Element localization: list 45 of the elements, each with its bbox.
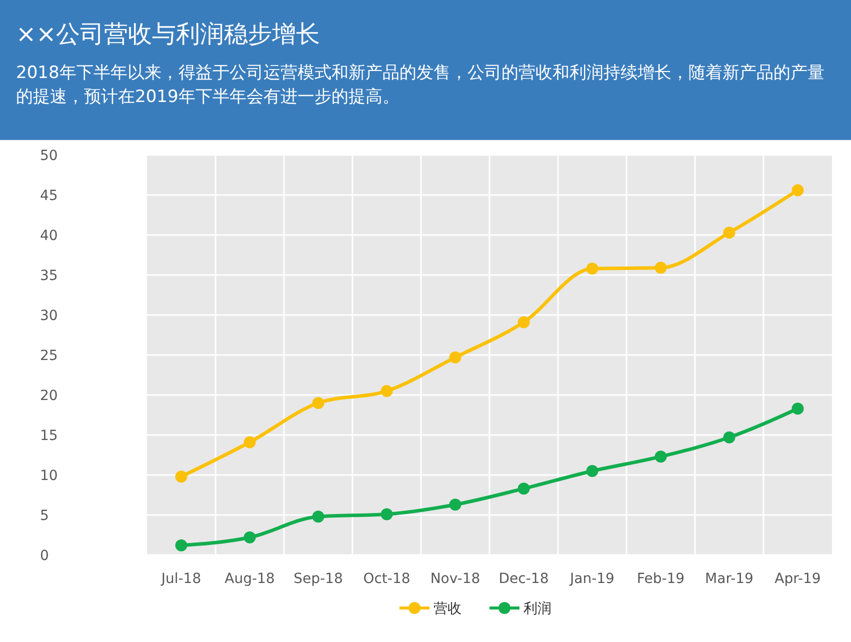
point bbox=[654, 262, 667, 274]
point bbox=[380, 508, 393, 520]
y-tick-label: 40 bbox=[40, 228, 58, 244]
point bbox=[244, 436, 256, 448]
x-tick-label: Jan-19 bbox=[569, 571, 614, 587]
y-tick-label: 25 bbox=[40, 348, 58, 364]
y-tick-label: 30 bbox=[40, 308, 58, 324]
point bbox=[586, 465, 598, 477]
x-tick-label: Dec-18 bbox=[498, 571, 549, 587]
point bbox=[312, 510, 324, 523]
point bbox=[518, 316, 530, 328]
chart-title: ××公司营收与利润稳步增长 bbox=[16, 20, 320, 48]
point bbox=[244, 531, 256, 544]
x-tick-label: Mar-19 bbox=[705, 571, 754, 587]
point bbox=[312, 397, 324, 409]
point bbox=[449, 351, 462, 364]
x-tick-label: Sep-18 bbox=[294, 571, 343, 587]
y-tick-label: 45 bbox=[40, 188, 58, 204]
x-tick-label: Feb-19 bbox=[636, 571, 685, 587]
point bbox=[175, 539, 188, 552]
point bbox=[380, 385, 393, 397]
y-tick-label: 35 bbox=[40, 268, 58, 284]
x-tick-label: Oct-18 bbox=[363, 571, 410, 587]
point bbox=[518, 482, 530, 495]
point bbox=[723, 431, 736, 444]
point bbox=[449, 498, 462, 511]
y-tick-label: 20 bbox=[40, 388, 58, 404]
y-tick-label: 50 bbox=[40, 148, 58, 164]
point bbox=[723, 226, 736, 239]
x-tick-label: Apr-19 bbox=[774, 571, 821, 587]
y-tick-label: 0 bbox=[40, 548, 49, 564]
x-tick-label: Aug-18 bbox=[224, 571, 275, 587]
x-tick-label: Jul-18 bbox=[160, 571, 202, 587]
y-tick-label: 15 bbox=[40, 428, 58, 444]
chart-subtitle: 2018年下半年以来，得益于公司运营模式和新产品的发售，公司的营收和利润持续增长，随着新产品的产量的提速，预计在2019年下半年会有进一步的提高。 bbox=[16, 63, 824, 107]
legend-label: 利润 bbox=[524, 600, 552, 617]
y-tick-label: 5 bbox=[40, 508, 49, 524]
y-tick-label: 10 bbox=[40, 468, 58, 484]
point bbox=[175, 470, 188, 483]
x-tick-label: Nov-18 bbox=[430, 571, 480, 587]
point bbox=[654, 450, 667, 463]
legend-label: 营收 bbox=[434, 600, 462, 617]
point bbox=[792, 184, 804, 196]
point bbox=[586, 262, 598, 275]
point bbox=[792, 402, 804, 415]
